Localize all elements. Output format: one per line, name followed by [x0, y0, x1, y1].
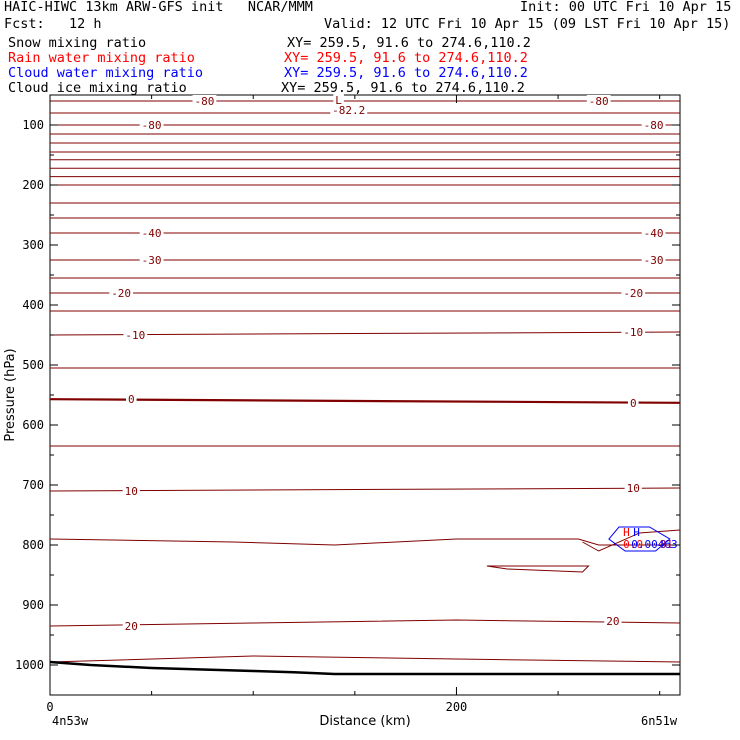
y-tick-label-900: 900: [22, 598, 44, 612]
contour-label-11: -20: [623, 287, 643, 300]
field-xy-cloud-water: XY= 259.5, 91.6 to 274.6,110.2: [284, 65, 528, 81]
cloud-water-contour: [608, 526, 671, 552]
contour-label-16: 10: [125, 485, 138, 498]
field-name-cloud-ice: Cloud ice mixing ratio: [8, 80, 187, 96]
maximum-label-2: 0.0: [623, 538, 643, 551]
y-tick-label-500: 500: [22, 358, 44, 372]
contour-label-4: -82.2: [332, 104, 365, 117]
contour-label-bg-15: [627, 396, 639, 409]
contour-label-bg-9: [641, 254, 666, 266]
contour-label-bg-14: [125, 393, 137, 406]
x-tick-label-0: 0: [46, 700, 53, 714]
forecast-hour: Fcst: 12 h: [4, 16, 102, 32]
y-tick-label-700: 700: [22, 478, 44, 492]
contour-line-23: [49, 619, 681, 627]
contour-label-7: -40: [644, 227, 664, 240]
contour-label-9: -30: [644, 254, 664, 267]
contour-label-17: 10: [627, 482, 640, 495]
field-name-snow: Snow mixing ratio: [8, 35, 147, 51]
contour-label-12: -10: [125, 329, 145, 342]
contour-line-21: [49, 487, 681, 492]
field-xy-cloud-ice: XY= 259.5, 91.6 to 274.6,110.2: [281, 80, 525, 96]
contour-label-2: -80: [142, 119, 162, 132]
contour-label-14: 0: [128, 393, 135, 406]
y-tick-label-800: 800: [22, 538, 44, 552]
contour-label-13: -10: [623, 326, 643, 339]
maximum-label-4: 81: [660, 538, 673, 551]
contour-line-22: [49, 538, 680, 546]
contour-label-6: -40: [142, 227, 162, 240]
y-axis-title: Pressure (hPa): [3, 348, 18, 441]
y-tick-label-400: 400: [22, 298, 44, 312]
contour-label-bg-8: [139, 254, 164, 266]
terrain-line: [49, 660, 680, 676]
contour-label-bg-3: [641, 119, 666, 131]
valid-time: Valid: 12 UTC Fri 10 Apr 15 (09 LST Fri …: [324, 16, 731, 32]
contour-label-bg-12: [123, 329, 148, 341]
contour-label-8: -30: [142, 254, 162, 267]
contour-label-3: -80: [644, 119, 664, 132]
contour-pocket: [486, 565, 590, 573]
contour-line-24: [49, 655, 681, 663]
maximum-label-0: H: [623, 526, 630, 539]
contour-label-bg-19: [604, 615, 622, 628]
right-endpoint-label: 6n51w: [641, 714, 678, 728]
contour-notch: [582, 529, 681, 552]
contour-line-19: [49, 398, 681, 404]
contour-label-bg-2: [139, 119, 164, 131]
field-xy-rain: XY= 259.5, 91.6 to 274.6,110.2: [284, 50, 528, 66]
contour-line-17: [49, 331, 681, 336]
contour-label-15: 0: [630, 397, 637, 410]
contour-label-bg-11: [621, 287, 646, 299]
contour-label-bg-17: [624, 482, 642, 494]
field-name-cloud-water: Cloud water mixing ratio: [8, 65, 204, 81]
y-tick-label-1000: 1000: [15, 658, 44, 672]
field-name-rain: Rain water mixing ratio: [8, 50, 195, 66]
y-tick-label-300: 300: [22, 238, 44, 252]
contour-label-bg-16: [122, 485, 140, 497]
x-tick-label-200: 200: [446, 700, 468, 714]
y-tick-label-100: 100: [22, 118, 44, 132]
contour-label-bg-0: [192, 95, 217, 107]
field-xy-snow: XY= 259.5, 91.6 to 274.6,110.2: [287, 35, 531, 51]
contour-label-bg-18: [122, 620, 140, 632]
contour-label-10: -20: [111, 287, 131, 300]
init-time: Init: 00 UTC Fri 10 Apr 15: [520, 0, 732, 15]
contour-label-0: -80: [195, 95, 215, 108]
contour-label-bg-6: [139, 227, 164, 239]
y-tick-label-200: 200: [22, 178, 44, 192]
contour-label-bg-5: [333, 93, 344, 106]
y-tick-label-600: 600: [22, 418, 44, 432]
model-title: HAIC-HIWC 13km ARW-GFS init NCAR/MMM: [4, 0, 313, 15]
left-endpoint-label: 4n53w: [52, 714, 89, 728]
contour-label-18: 20: [125, 620, 138, 633]
x-axis-title: Distance (km): [319, 714, 410, 729]
contour-label-bg-1: [586, 95, 611, 107]
temperature-contours: -80 -80 -80 -80 -82.2L -40 -40 -30 -30 -20 -20 -10 -…: [49, 93, 681, 676]
maximum-label-3: 0.00463: [631, 538, 677, 551]
maximum-label-1: H: [633, 526, 640, 539]
contour-label-19: 20: [606, 615, 619, 628]
contour-label-5: L: [335, 94, 342, 107]
contour-label-1: -80: [589, 95, 609, 108]
contour-label-bg-13: [621, 326, 646, 338]
contour-label-bg-7: [641, 227, 666, 239]
contour-label-bg-4: [330, 104, 368, 116]
contour-label-bg-10: [109, 287, 134, 299]
